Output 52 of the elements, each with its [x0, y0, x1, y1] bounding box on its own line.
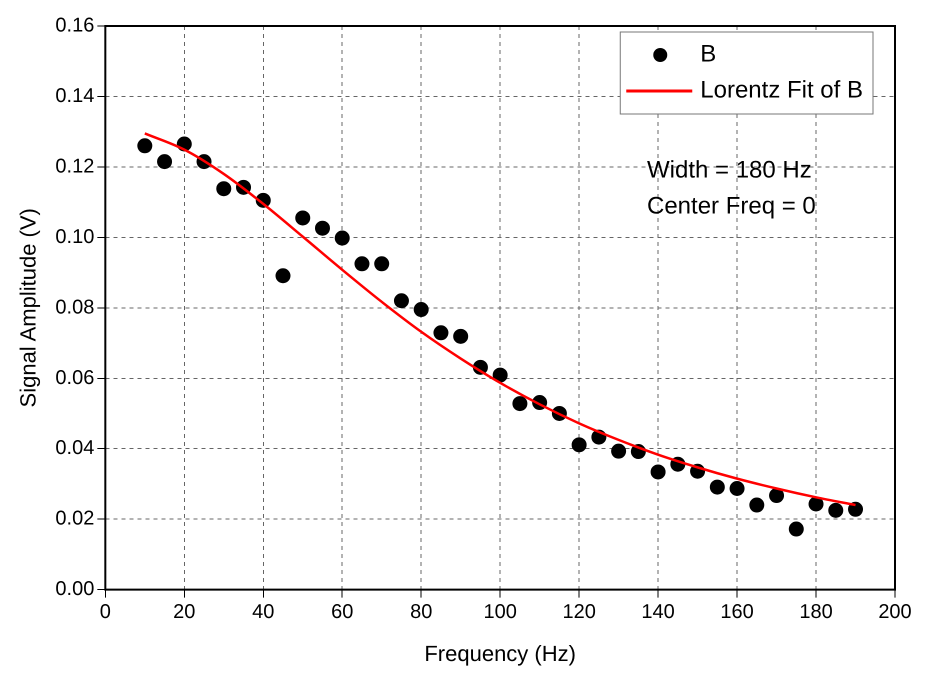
point	[374, 256, 390, 272]
point	[492, 368, 508, 383]
point	[730, 481, 745, 496]
point	[710, 480, 725, 495]
point	[650, 464, 666, 480]
x-tick-label: 180	[799, 601, 833, 624]
point	[334, 230, 350, 246]
point	[808, 496, 824, 512]
x-tick-label: 60	[331, 601, 354, 624]
annotation: Center Freq = 0	[647, 192, 816, 220]
point	[394, 293, 409, 308]
y-tick-label: 0.14	[55, 84, 94, 107]
point	[216, 181, 232, 196]
x-tick-label: 80	[410, 601, 432, 624]
point	[848, 502, 864, 517]
point	[295, 210, 310, 226]
x-tick-label: 100	[483, 601, 517, 624]
point	[453, 328, 468, 344]
point	[828, 502, 844, 518]
point	[414, 302, 429, 318]
legend-label: Lorentz Fit of B	[700, 76, 864, 104]
legend-label: B	[700, 40, 716, 68]
x-tick-label: 0	[100, 601, 111, 624]
point	[572, 437, 587, 452]
y-tick-label: 0.12	[55, 155, 94, 178]
y-tick-label: 0.10	[55, 226, 94, 248]
point	[137, 138, 152, 154]
point	[611, 444, 626, 459]
point	[749, 498, 764, 513]
annotation: Width = 180 Hz	[647, 156, 812, 184]
x-tick-label: 200	[878, 601, 912, 624]
x-tick-label: 40	[252, 601, 274, 624]
point	[157, 154, 172, 170]
x-tick-label: 120	[562, 601, 596, 624]
y-tick-label: 0.16	[55, 14, 94, 37]
point	[769, 488, 784, 504]
x-axis-title: Frequency (Hz)	[424, 640, 576, 666]
x-tick-label: 140	[641, 601, 675, 624]
y-tick-label: 0.00	[55, 578, 94, 600]
y-tick-label: 0.02	[55, 508, 94, 530]
y-tick-label: 0.04	[55, 437, 94, 460]
point	[433, 325, 448, 340]
point	[314, 220, 330, 236]
x-tick-label: 20	[173, 601, 196, 624]
x-tick-label: 160	[720, 601, 754, 624]
y-tick-label: 0.08	[55, 296, 94, 318]
point	[276, 268, 291, 284]
point	[354, 256, 370, 272]
point	[788, 522, 804, 537]
y-axis-title: Signal Amplitude (V)	[15, 208, 40, 408]
point	[512, 396, 528, 412]
y-tick-label: 0.06	[55, 366, 94, 389]
